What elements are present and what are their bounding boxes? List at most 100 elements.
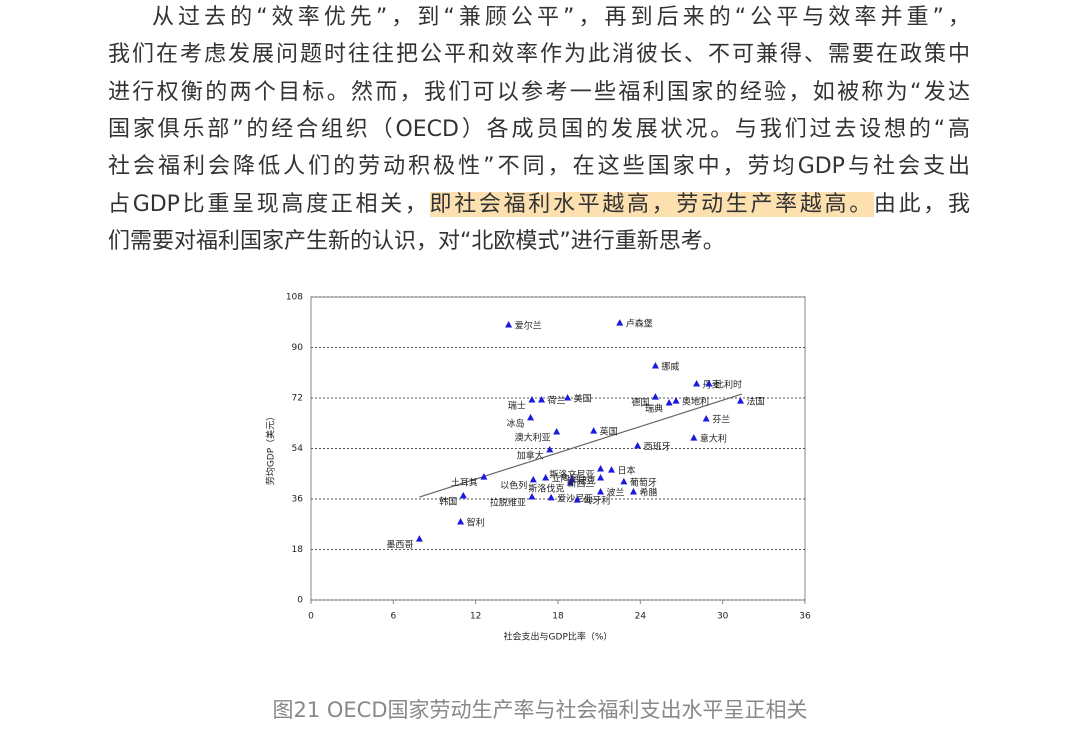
point bbox=[457, 518, 465, 525]
point-label: 捷克 bbox=[578, 474, 596, 486]
point bbox=[616, 319, 624, 326]
x-tick-label: 0 bbox=[308, 612, 314, 622]
x-tick-label: 18 bbox=[552, 612, 564, 622]
point bbox=[415, 535, 423, 542]
x-tick-label: 24 bbox=[635, 612, 647, 622]
point bbox=[634, 441, 642, 449]
text-line: 我们在考虑发展问题时往往把公平和效率作为此消彼长、不可兼得、需要在政策中 bbox=[108, 42, 970, 67]
point-label: 爱沙尼亚 bbox=[557, 493, 593, 504]
point-label: 卢森堡 bbox=[626, 318, 653, 330]
y-tick-label: 18 bbox=[292, 545, 304, 555]
point-label: 比利时 bbox=[715, 378, 742, 390]
text-line: 国家俱乐部”的经合组织（OECD）各成员国的发展状况。与我们过去设想的“高 bbox=[108, 117, 970, 142]
point bbox=[529, 475, 537, 483]
y-tick-label: 108 bbox=[286, 293, 303, 303]
point bbox=[620, 477, 628, 485]
point bbox=[702, 415, 710, 422]
trendline bbox=[419, 393, 743, 498]
point-label: 以色列 bbox=[500, 479, 527, 491]
point-label: 拉脱维亚 bbox=[490, 497, 526, 509]
point bbox=[597, 464, 605, 472]
point bbox=[546, 445, 554, 453]
text-span: 占GDP比重呈现高度正相关， bbox=[108, 192, 430, 217]
point-label: 意大利 bbox=[700, 433, 727, 445]
y-tick-label: 72 bbox=[292, 394, 303, 404]
point-label: 新西兰 bbox=[568, 477, 595, 489]
plot-frame bbox=[310, 296, 806, 601]
point-label: 智利 bbox=[467, 517, 485, 529]
point-label: 法国 bbox=[747, 396, 765, 408]
text-line: 们需要对福利国家产生新的认识，对“北欧模式”进行重新思考。 bbox=[108, 229, 725, 254]
point-label: 葡萄牙 bbox=[630, 476, 657, 488]
x-axis-label: 社会支出与GDP比率（%） bbox=[504, 631, 613, 643]
point-label: 西班牙 bbox=[644, 440, 671, 452]
x-tick-label: 36 bbox=[799, 612, 811, 622]
point bbox=[542, 473, 550, 481]
point-label: 韩国 bbox=[439, 495, 457, 507]
point-label: 希腊 bbox=[639, 486, 657, 498]
point-label: 美国 bbox=[574, 393, 592, 405]
point-label: 加拿大 bbox=[517, 449, 544, 461]
x-tick-label: 12 bbox=[470, 612, 481, 622]
point bbox=[629, 487, 637, 495]
point bbox=[651, 362, 659, 369]
point bbox=[608, 466, 616, 473]
point-label: 土耳其 bbox=[451, 477, 478, 489]
point-label: 爱尔兰 bbox=[515, 320, 542, 332]
point-label: 冰岛 bbox=[507, 417, 525, 429]
point-label: 英国 bbox=[600, 426, 618, 438]
x-tick-label: 30 bbox=[717, 612, 729, 622]
point bbox=[693, 379, 701, 387]
point bbox=[480, 473, 488, 480]
point-label: 丹麦 bbox=[703, 378, 721, 390]
text-span: 由此，我 bbox=[873, 192, 970, 217]
point-label: 波兰 bbox=[607, 486, 625, 498]
point bbox=[590, 427, 598, 434]
y-tick-label: 54 bbox=[292, 444, 304, 454]
point bbox=[665, 399, 673, 406]
point bbox=[564, 394, 572, 401]
y-tick-label: 36 bbox=[292, 495, 304, 505]
point-label: 斯洛伐克 bbox=[528, 483, 564, 495]
point-label: 奥地利 bbox=[682, 396, 709, 408]
x-tick-label: 6 bbox=[390, 612, 396, 622]
point bbox=[547, 493, 555, 501]
point-label: 瑞典 bbox=[645, 403, 663, 415]
point-label: 墨西哥 bbox=[386, 540, 413, 551]
point bbox=[528, 395, 536, 403]
point bbox=[737, 397, 745, 404]
point-label: 斯洛文尼亚 bbox=[550, 468, 595, 480]
text-line: 从过去的“效率优先”，到“兼顾公平”，再到后来的“公平与效率并重”， bbox=[152, 5, 970, 30]
point-label: 瑞士 bbox=[508, 399, 526, 411]
point bbox=[566, 479, 574, 486]
point bbox=[573, 496, 581, 503]
point-label: 挪威 bbox=[661, 361, 679, 373]
y-axis-label: 劳均GDP（美元） bbox=[265, 412, 277, 485]
point bbox=[690, 434, 698, 441]
point bbox=[538, 395, 546, 403]
point bbox=[553, 427, 561, 435]
caption: 图21 OECD国家劳动生产率与社会福利支出水平呈正相关 bbox=[272, 698, 808, 722]
text-line: 占GDP比重呈现高度正相关，即社会福利水平越高，劳动生产率越高。由此，我 bbox=[108, 190, 970, 220]
point-label: 匈牙利 bbox=[583, 495, 610, 507]
point bbox=[651, 393, 659, 400]
point bbox=[597, 473, 605, 481]
point bbox=[705, 379, 713, 387]
point-label: 荷兰 bbox=[548, 394, 566, 406]
point bbox=[505, 321, 513, 328]
point-label: 澳大利亚 bbox=[515, 431, 551, 443]
point bbox=[528, 493, 536, 500]
y-tick-label: 0 bbox=[297, 596, 303, 606]
point-label: 芬兰 bbox=[712, 414, 730, 426]
point bbox=[459, 491, 467, 499]
point bbox=[672, 397, 680, 404]
point bbox=[527, 413, 535, 421]
point-label: 日本 bbox=[618, 465, 636, 477]
point-label: 德国 bbox=[631, 397, 649, 409]
highlight: 即社会福利水平越高，劳动生产率越高。 bbox=[429, 192, 874, 217]
point bbox=[597, 487, 605, 495]
text-line: 社会福利会降低人们的劳动积极性”不同，在这些国家中，劳均GDP与社会支出 bbox=[108, 154, 970, 179]
y-tick-label: 90 bbox=[292, 343, 304, 353]
